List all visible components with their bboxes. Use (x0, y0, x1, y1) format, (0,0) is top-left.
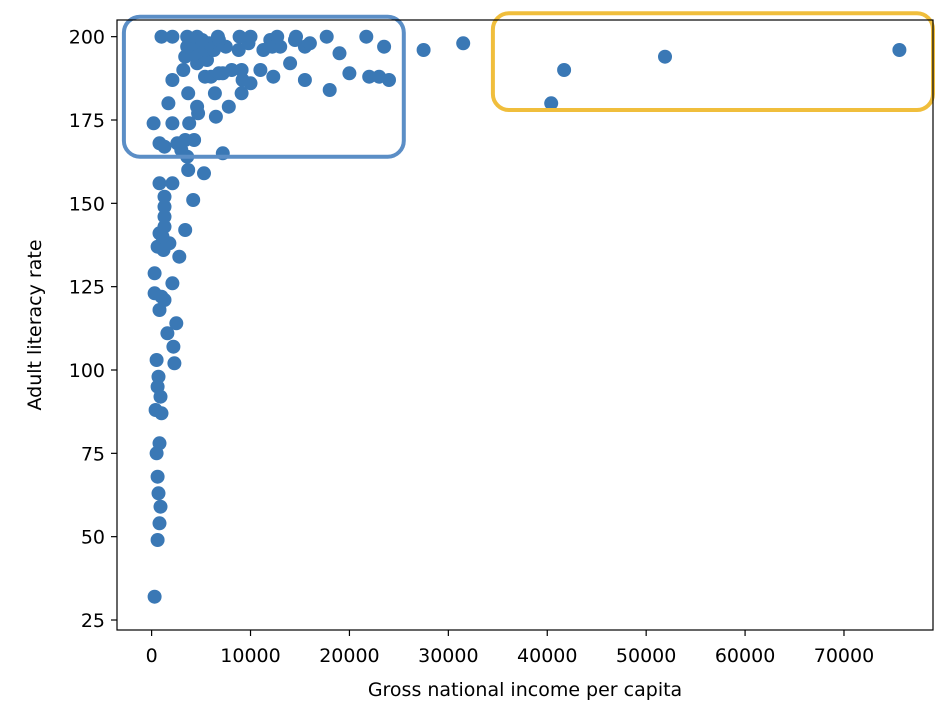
data-point (161, 96, 176, 111)
data-point (557, 63, 572, 77)
data-point (151, 486, 166, 501)
data-point (150, 379, 165, 394)
y-tick-label: 125 (69, 277, 105, 299)
plot-frame (116, 19, 934, 631)
data-point (359, 29, 374, 44)
data-point (153, 499, 168, 514)
y-axis-label: Adult literacy rate (24, 239, 46, 410)
x-tick-label: 60000 (715, 645, 775, 667)
left-cluster-box (121, 14, 406, 159)
data-point (149, 353, 164, 367)
data-point (362, 69, 377, 84)
x-axis-ticks: 0 10000 20000 30000 40000 50000 60000 70000 (146, 630, 874, 667)
data-point (150, 469, 165, 484)
data-point (178, 223, 193, 237)
data-point (165, 29, 180, 44)
data-point (154, 406, 169, 421)
data-point (342, 66, 357, 81)
data-point (302, 36, 317, 51)
data-point (456, 36, 471, 51)
data-point (210, 29, 225, 44)
data-point (151, 369, 166, 384)
y-tick-label: 100 (69, 360, 105, 382)
data-point (152, 436, 167, 451)
data-point (157, 199, 172, 214)
data-point (544, 96, 559, 111)
data-point (416, 43, 431, 57)
data-point (186, 193, 201, 207)
x-tick-label: 70000 (814, 645, 874, 667)
y-axis-ticks: 25 50 75 100 125 150 175 200 (69, 27, 117, 632)
data-point (157, 219, 172, 234)
x-tick-label: 0 (146, 645, 158, 667)
data-point (266, 69, 281, 84)
data-point (165, 176, 180, 191)
data-point (146, 116, 161, 131)
data-point (152, 516, 167, 531)
data-point (319, 29, 334, 44)
y-tick-label: 200 (69, 27, 105, 49)
data-point (231, 43, 246, 57)
x-tick-label: 40000 (517, 645, 577, 667)
data-point (165, 73, 180, 87)
data-point (180, 29, 195, 44)
y-tick-label: 75 (81, 443, 105, 465)
data-point (270, 29, 285, 44)
data-point (154, 29, 169, 44)
data-point (892, 43, 907, 57)
data-point (253, 63, 268, 77)
y-tick-label: 50 (81, 527, 105, 549)
data-point (157, 209, 172, 224)
y-tick-label: 25 (81, 610, 105, 632)
x-tick-label: 20000 (319, 645, 379, 667)
x-axis-label: Gross national income per capita (368, 679, 682, 701)
data-point (208, 109, 223, 124)
data-point (289, 29, 303, 44)
x-tick-label: 50000 (616, 645, 676, 667)
x-tick-label: 10000 (220, 645, 280, 667)
y-tick-label: 175 (69, 110, 105, 132)
x-tick-label: 30000 (418, 645, 478, 667)
data-point (165, 116, 180, 131)
data-point (658, 49, 672, 64)
data-point (197, 166, 211, 181)
data-point (224, 63, 239, 77)
data-point (322, 83, 337, 97)
data-point (187, 133, 202, 147)
y-tick-label: 150 (69, 193, 105, 215)
data-point (221, 99, 236, 114)
data-point (297, 73, 312, 87)
data-point (283, 56, 298, 71)
data-point (167, 356, 182, 371)
data-point (332, 46, 347, 61)
data-point (169, 316, 184, 331)
data-point (181, 86, 196, 101)
data-point (190, 99, 205, 114)
data-point (172, 249, 187, 264)
data-point (182, 116, 197, 131)
data-point (160, 326, 175, 341)
data-point (150, 533, 165, 547)
data-point (377, 39, 392, 54)
data-point (165, 276, 180, 291)
data-points (146, 29, 907, 604)
data-point (232, 29, 247, 44)
data-point (166, 339, 181, 354)
data-point (234, 86, 249, 101)
data-point (195, 33, 210, 47)
data-point (147, 266, 162, 281)
data-point (382, 73, 396, 87)
data-point (154, 289, 169, 304)
data-point (157, 189, 172, 204)
data-point (176, 63, 191, 77)
data-point (207, 86, 222, 101)
data-point (243, 29, 258, 44)
data-point (147, 589, 162, 604)
data-point (234, 63, 249, 77)
data-point (152, 176, 167, 191)
data-point (157, 139, 172, 154)
data-point (181, 163, 196, 177)
